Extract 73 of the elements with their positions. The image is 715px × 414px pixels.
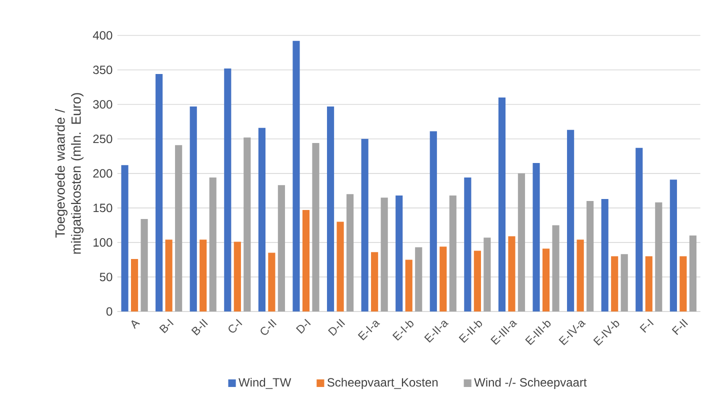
x-tick-label: B-I: [159, 318, 174, 334]
bar: [371, 252, 378, 312]
bar: [670, 180, 677, 312]
bar: [484, 238, 491, 312]
bar: [576, 240, 584, 312]
bar: [165, 240, 172, 312]
y-tick-label: 150: [94, 204, 112, 212]
bar: [508, 236, 516, 312]
bar: [620, 254, 628, 312]
y-tick-label: 100: [94, 238, 112, 247]
y-tick-label: 250: [93, 134, 112, 144]
bar: [396, 195, 403, 312]
bar: [292, 40, 300, 312]
bar: [156, 74, 163, 312]
bar: [474, 250, 481, 312]
y-axis-title: Toegevoede waarde / mitigatiekosten (mln. Euro): [55, 92, 84, 254]
bar: [140, 218, 148, 312]
bar: [244, 137, 251, 312]
bar: [415, 247, 422, 312]
bar: [680, 256, 687, 312]
bar: [302, 210, 310, 312]
bar: [464, 177, 472, 312]
bar: [586, 200, 594, 312]
bar: [312, 142, 320, 312]
bar: [258, 128, 266, 312]
x-tick-label: C-II: [260, 318, 277, 335]
bar: [234, 242, 241, 312]
y-tick-label: 300: [93, 100, 112, 109]
bar: [655, 202, 662, 312]
x-tick-label: B-II: [191, 318, 208, 336]
y-tick-label: 200: [93, 169, 112, 178]
bar: [346, 194, 354, 312]
bar: [190, 106, 197, 312]
legend-label: Wind_TW: [238, 378, 292, 389]
bar: [449, 195, 456, 312]
bar: [518, 173, 526, 312]
bar: [278, 185, 285, 312]
bar: [611, 256, 618, 312]
x-tick-label: D-I: [296, 318, 311, 334]
legend-label: Scheepvaart_Kosten: [327, 378, 438, 389]
x-tick-label: F-II: [672, 318, 688, 335]
bar: [326, 106, 334, 312]
x-tick-label: C-I: [228, 318, 242, 333]
bar: [498, 97, 506, 312]
bar: [175, 145, 182, 312]
x-tick-label: A: [131, 320, 140, 329]
bar: [601, 198, 608, 312]
bar: [200, 240, 207, 312]
y-tick-label: 350: [93, 66, 112, 74]
y-tick-label: 0: [106, 307, 112, 316]
bar: [268, 252, 276, 312]
bar: [532, 162, 540, 312]
bar: [552, 225, 560, 312]
bar: [380, 197, 388, 312]
bar: [645, 256, 652, 312]
bar: [209, 177, 216, 312]
bar: [567, 130, 574, 312]
y-tick-label: 50: [100, 272, 112, 282]
bar: [689, 235, 696, 312]
legend-label: Wind -/- Scheepvaart: [474, 378, 587, 389]
bar: [224, 68, 232, 312]
bar: [636, 148, 643, 312]
x-tick-label: D-II: [328, 318, 346, 336]
bar: [430, 131, 437, 312]
bar: [361, 138, 368, 312]
bar: [405, 260, 412, 312]
bar: [542, 248, 550, 312]
y-tick-label: 400: [92, 31, 112, 40]
x-tick-label: F-I: [640, 318, 654, 333]
bar: [130, 258, 138, 312]
bar: [440, 246, 447, 312]
bar: [121, 165, 128, 312]
bar: [336, 222, 344, 312]
